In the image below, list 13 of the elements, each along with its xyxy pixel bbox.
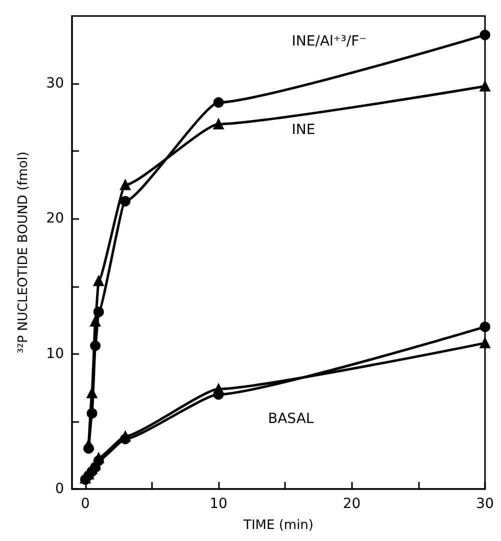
x-tick-label: 30 (476, 496, 494, 512)
y-tick-label: 30 (46, 76, 64, 92)
y-tick-label: 20 (46, 210, 64, 227)
series-label: INE/Al⁺³/F⁻ (292, 34, 367, 50)
y-tick-label: 0 (55, 481, 64, 497)
x-tick-label: 10 (210, 496, 228, 512)
y-tick-label: 10 (46, 346, 64, 362)
annotation: BASAL (268, 411, 314, 427)
x-tick-label: 20 (342, 496, 361, 512)
x-tick-label: 0 (80, 496, 90, 512)
x-axis-title: TIME (min) (242, 518, 314, 533)
series-label: INE (292, 122, 316, 138)
y-axis-title: ³²P NUCLEOTIDE BOUND (fmol) (16, 152, 31, 354)
